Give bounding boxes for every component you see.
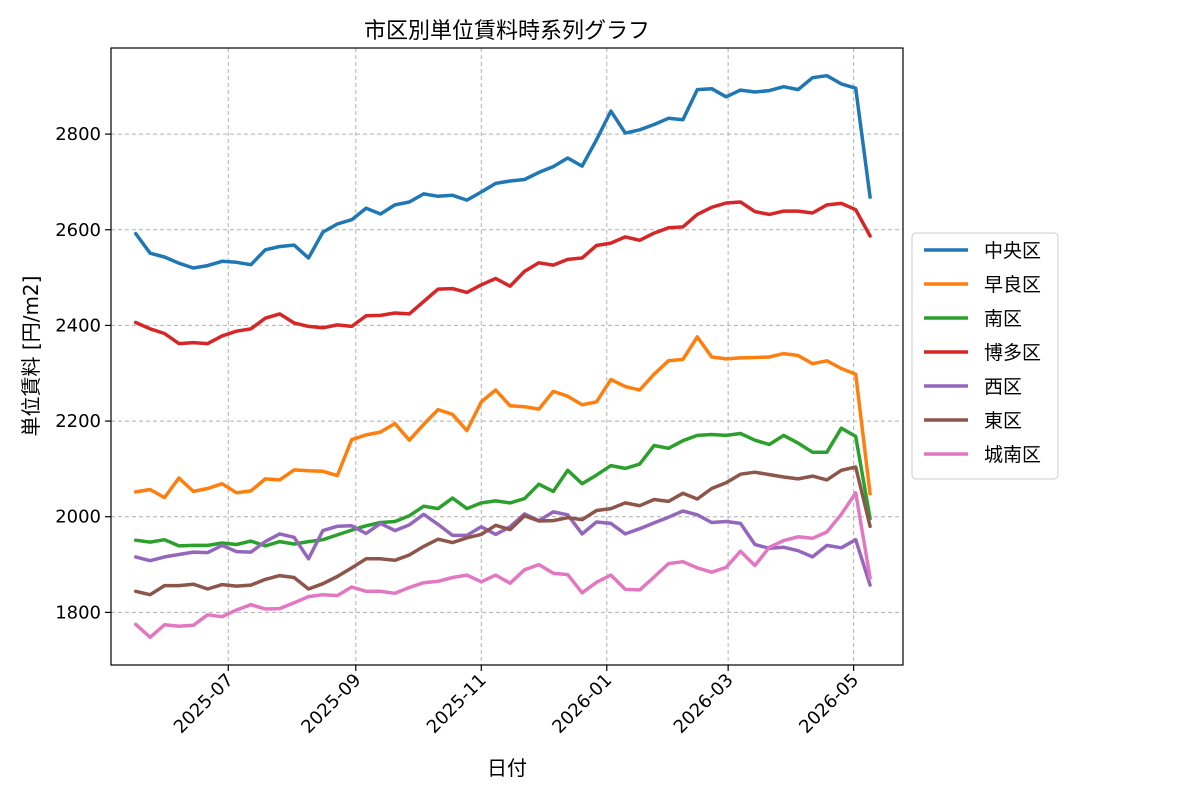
x-tick-label: 2025-07 [170,670,238,738]
legend-label-6: 城南区 [984,444,1041,466]
legend-label-2: 南区 [984,308,1022,330]
series-line-5 [133,465,872,597]
series-line-6 [133,491,872,640]
x-axis-ticks: 2025-07 2025-09 2025-11 2026-01 2026-03 2026-… [170,665,863,738]
legend-label-5: 東区 [984,410,1022,432]
series-lines [133,73,872,640]
y-tick-label: 2000 [55,507,101,528]
y-tick-label: 2400 [55,315,101,336]
legend-label-4: 西区 [984,376,1022,398]
series-line-0 [133,73,872,270]
x-tick-label: 2025-11 [423,670,491,738]
x-tick-label: 2026-03 [670,670,738,738]
series-line-2 [133,426,872,548]
legend-box [911,232,1059,480]
series-line-3 [133,200,872,346]
series-line-1 [133,335,872,500]
grid-lines [111,48,903,665]
y-tick-label: 1800 [55,602,101,623]
x-axis-label: 日付 [487,756,527,780]
x-tick-label: 2026-01 [548,670,616,738]
y-tick-label: 2600 [55,220,101,241]
legend-label-3: 博多区 [984,342,1041,364]
y-axis-label: 単位賃料 [円/m2] [19,276,43,437]
y-tick-label: 2800 [55,124,101,145]
x-tick-label: 2025-09 [297,670,365,738]
y-axis-ticks: 1800 2000 2200 2400 2600 2800 [55,124,111,623]
plot-frame [110,47,904,666]
y-tick-label: 2200 [55,411,101,432]
chart-title: 市区別単位賃料時系列グラフ [364,19,650,44]
legend-label-0: 中央区 [984,240,1041,262]
x-tick-label: 2026-05 [795,670,863,738]
series-line-4 [133,509,872,587]
legend-label-1: 早良区 [984,274,1041,296]
